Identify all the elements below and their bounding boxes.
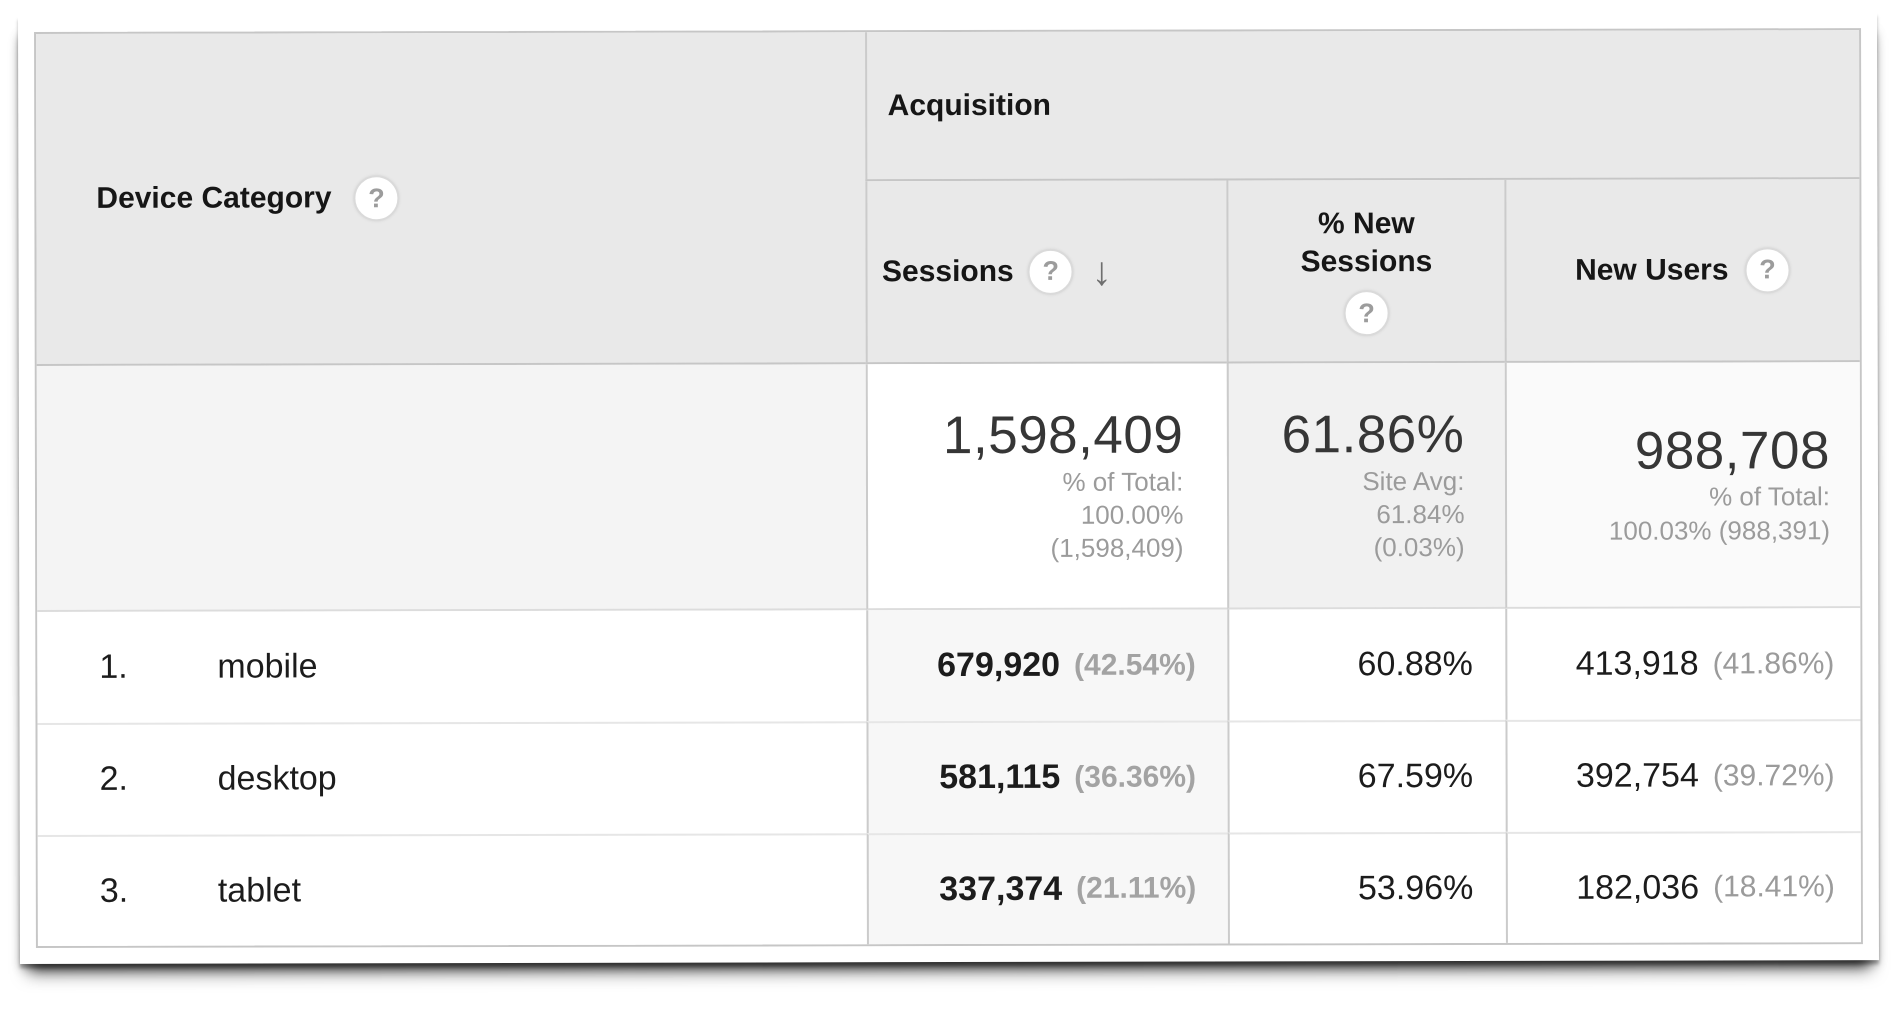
help-icon[interactable]: ?	[353, 175, 400, 222]
new-sessions-header-label: % New Sessions	[1300, 207, 1433, 278]
device-name: desktop	[217, 759, 337, 799]
device-category-header: Device Category ?	[36, 32, 867, 366]
sessions-value: 581,115	[939, 758, 1061, 797]
sessions-pct: (42.54%)	[1073, 648, 1196, 682]
acquisition-group-header: Acquisition	[865, 30, 1860, 182]
new-sessions-avg-val: 61.84%	[1376, 499, 1465, 530]
new-users-pct: (18.41%)	[1713, 870, 1835, 904]
summary-new-sessions-cell: 61.86% Site Avg: 61.84% (0.03%)	[1227, 362, 1505, 610]
device-name: mobile	[217, 647, 318, 686]
new-users-value: 413,918	[1575, 644, 1699, 683]
sessions-total: 1,598,409	[942, 405, 1184, 466]
new-sessions-value: 60.88%	[1357, 645, 1473, 684]
summary-device-cell	[36, 364, 867, 612]
new-sessions-value: 67.59%	[1357, 757, 1474, 796]
help-icon[interactable]: ?	[1027, 248, 1074, 295]
new-sessions-value: 53.96%	[1357, 868, 1474, 908]
sessions-pct: (36.36%)	[1074, 760, 1197, 794]
sessions-pct: (21.11%)	[1076, 871, 1197, 906]
row-rank: 1.	[99, 647, 128, 686]
sessions-total-pct: 100.00%	[1080, 499, 1184, 530]
table-cell-new-users: 182,036 (18.41%)	[1505, 830, 1861, 943]
summary-sessions-cell: 1,598,409 % of Total: 100.00% (1,598,409…	[866, 363, 1228, 611]
device-category-table: Device Category ? Acquisition Sessions ?…	[34, 28, 1863, 948]
table-cell-sessions: 679,920 (42.54%)	[866, 609, 1228, 722]
new-sessions-column-header[interactable]: % New Sessions ?	[1226, 179, 1505, 364]
table-row-device-label: 1. mobile	[37, 610, 867, 724]
new-sessions-avg-delta: (0.03%)	[1373, 532, 1465, 563]
sessions-value: 679,920	[937, 645, 1061, 685]
sessions-header-label: Sessions	[881, 254, 1014, 288]
new-users-pct: (39.72%)	[1712, 759, 1835, 793]
summary-new-users-cell: 988,708 % of Total: 100.03% (988,391)	[1504, 362, 1861, 609]
new-users-value: 392,754	[1575, 756, 1699, 796]
sessions-total-abs: (1,598,409)	[1050, 532, 1184, 564]
help-icon[interactable]: ?	[1744, 246, 1791, 293]
row-rank: 3.	[99, 871, 129, 910]
new-users-total-pct: 100.03% (988,391)	[1608, 514, 1831, 546]
table-cell-new-users: 392,754 (39.72%)	[1504, 719, 1861, 832]
help-icon[interactable]: ?	[1343, 290, 1390, 337]
new-users-header-label: New Users	[1575, 252, 1729, 287]
analytics-table-card: Device Category ? Acquisition Sessions ?…	[18, 12, 1879, 964]
device-category-header-label: Device Category	[96, 181, 332, 215]
sessions-column-header[interactable]: Sessions ? ↓	[865, 180, 1228, 365]
table-cell-sessions: 581,115 (36.36%)	[866, 720, 1229, 833]
table-row-device-label: 3. tablet	[37, 832, 868, 946]
new-users-total: 988,708	[1634, 421, 1830, 481]
table-cell-new-users: 413,918 (41.86%)	[1504, 608, 1861, 721]
new-sessions-avg-note: Site Avg:	[1362, 465, 1465, 496]
table-cell-new-sessions: 53.96%	[1228, 831, 1506, 944]
sessions-total-note: % of Total:	[1062, 466, 1184, 497]
new-users-total-note: % of Total:	[1709, 481, 1831, 512]
device-name: tablet	[217, 871, 302, 910]
table-cell-sessions: 337,374 (21.11%)	[867, 832, 1229, 945]
new-users-value: 182,036	[1576, 868, 1700, 907]
table-cell-new-sessions: 67.59%	[1227, 720, 1506, 833]
sort-descending-icon[interactable]: ↓	[1091, 249, 1112, 294]
new-sessions-avg: 61.86%	[1281, 405, 1465, 465]
new-users-pct: (41.86%)	[1712, 646, 1835, 681]
new-users-column-header[interactable]: New Users ?	[1503, 179, 1860, 363]
sessions-value: 337,374	[939, 869, 1063, 908]
table-cell-new-sessions: 60.88%	[1227, 608, 1505, 721]
row-rank: 2.	[99, 760, 128, 799]
table-row-device-label: 2. desktop	[37, 721, 868, 835]
acquisition-label: Acquisition	[887, 88, 1052, 122]
